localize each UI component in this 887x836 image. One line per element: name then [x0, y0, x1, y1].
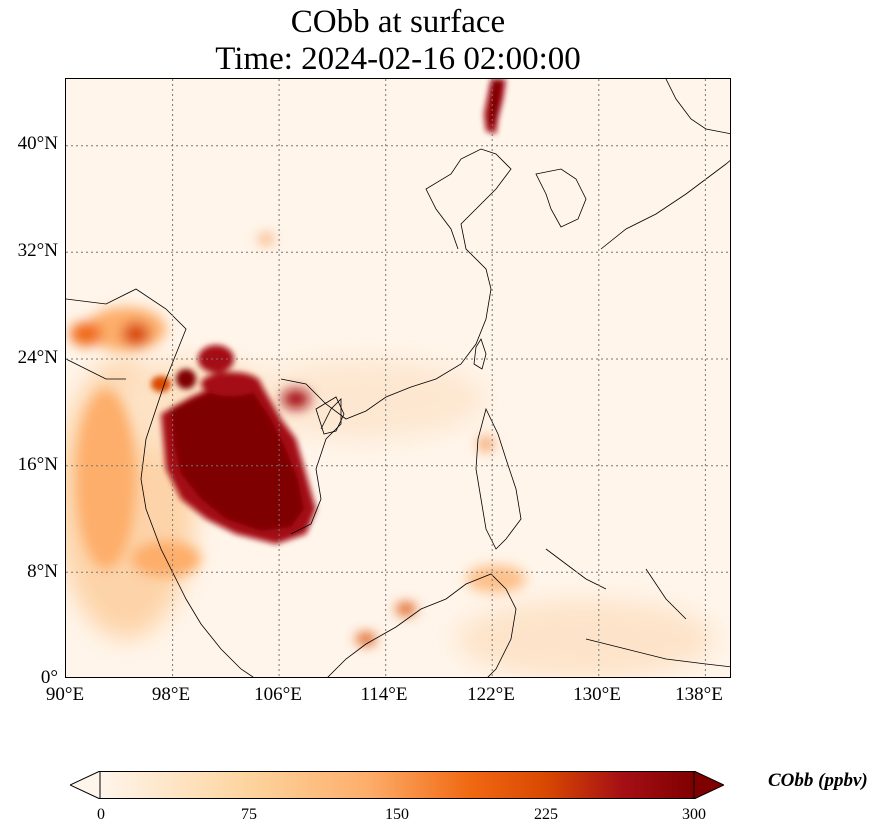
- lat-tick-label: 24°N: [17, 347, 58, 368]
- map-panel: [65, 78, 731, 678]
- lat-tick-label: 16°N: [17, 454, 58, 475]
- lat-tick-label: 8°N: [27, 561, 58, 582]
- lat-tick-label: 0°: [40, 667, 58, 688]
- colorbar-tick-label: 0: [97, 806, 105, 823]
- gridlines: [66, 79, 730, 677]
- lon-tick-label: 98°E: [151, 684, 191, 705]
- colorbar-max-extend-arrow: [693, 771, 724, 799]
- lon-tick-label: 130°E: [573, 684, 621, 705]
- lon-tick-label: 106°E: [254, 684, 302, 705]
- title-line-2: Time: 2024-02-16 02:00:00: [215, 41, 581, 77]
- lat-tick-label: 40°N: [17, 133, 58, 154]
- coastlines: [66, 79, 730, 677]
- lon-tick-label: 122°E: [467, 684, 515, 705]
- colorbar-tick-label: 225: [534, 806, 558, 823]
- lon-tick-label: 114°E: [360, 684, 408, 705]
- map-canvas: [66, 79, 730, 677]
- lat-tick-label: 32°N: [17, 240, 58, 261]
- colorbar-tick-label: 150: [385, 806, 409, 823]
- plume-high-se-asia: [151, 345, 316, 544]
- colorbar-gradient: [99, 771, 695, 799]
- colorbar: [70, 771, 724, 799]
- colorbar-tick-label: 300: [682, 806, 706, 823]
- colorbar-tick-label: 75: [241, 806, 257, 823]
- lon-tick-label: 138°E: [675, 684, 723, 705]
- colorbar-label: CObb (ppbv): [768, 770, 868, 791]
- colorbar-min-extend-arrow: [70, 771, 101, 799]
- lon-tick-label: 90°E: [45, 684, 85, 705]
- plume-high-ne-china: [484, 79, 506, 134]
- title-line-1: CObb at surface: [290, 4, 506, 40]
